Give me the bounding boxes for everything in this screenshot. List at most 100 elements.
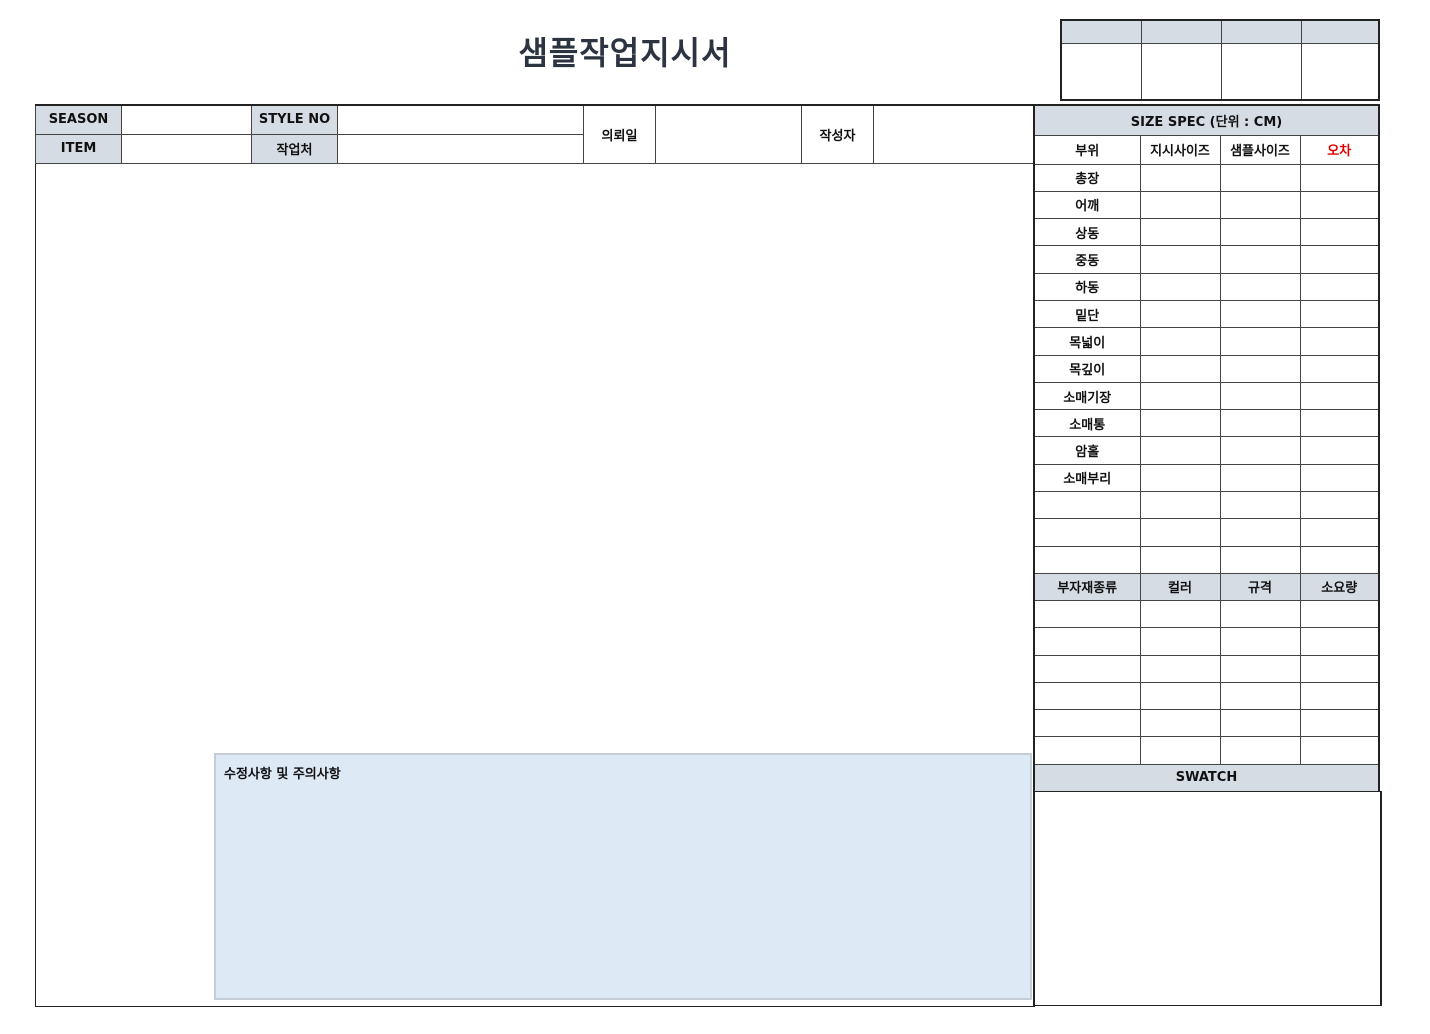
size-value-cell[interactable] (1139, 163, 1221, 192)
size-value-cell[interactable] (1219, 545, 1301, 574)
size-value-cell[interactable] (1139, 491, 1221, 520)
size-value-cell[interactable] (1299, 463, 1380, 493)
size-value-cell[interactable] (1219, 190, 1301, 220)
size-value-cell[interactable] (1299, 245, 1380, 274)
size-value-cell[interactable] (1139, 436, 1221, 465)
size-value-cell[interactable] (1139, 218, 1221, 247)
material-cell[interactable] (1033, 654, 1141, 683)
size-value-cell[interactable] (1219, 272, 1301, 301)
part-name: 밑단 (1033, 299, 1141, 329)
request-date-field[interactable] (655, 104, 802, 164)
size-spec-title: SIZE SPEC (단위 : CM) (1033, 104, 1380, 136)
material-cell[interactable] (1219, 627, 1301, 656)
size-value-cell[interactable] (1219, 245, 1301, 274)
size-value-cell[interactable] (1139, 299, 1221, 329)
material-cell[interactable] (1219, 654, 1301, 683)
size-value-cell[interactable] (1219, 218, 1301, 247)
info-header-table: SEASON STYLE NO 의뢰일 작성자 ITEM 작업처 (35, 104, 1034, 164)
approval-signature-cell[interactable] (1140, 42, 1222, 101)
material-cell[interactable] (1033, 599, 1141, 629)
size-value-cell[interactable] (1139, 272, 1221, 301)
size-value-cell[interactable] (1299, 436, 1380, 465)
size-value-cell[interactable] (1139, 409, 1221, 438)
season-field[interactable] (121, 104, 252, 135)
part-name: 하동 (1033, 272, 1141, 301)
size-value-cell[interactable] (1139, 190, 1221, 220)
material-cell[interactable] (1139, 709, 1221, 738)
size-value-cell[interactable] (1139, 545, 1221, 574)
material-cell[interactable] (1033, 709, 1141, 738)
material-cell[interactable] (1299, 627, 1380, 656)
material-cell[interactable] (1299, 599, 1380, 629)
approval-signature-cell[interactable] (1300, 42, 1380, 101)
size-value-cell[interactable] (1219, 381, 1301, 411)
material-cell[interactable] (1299, 709, 1380, 738)
material-cell[interactable] (1299, 681, 1380, 711)
material-cell[interactable] (1139, 681, 1221, 711)
size-value-cell[interactable] (1299, 272, 1380, 301)
material-cell[interactable] (1139, 736, 1221, 765)
size-value-cell[interactable] (1299, 190, 1380, 220)
size-spec-row: 소매기장 (1033, 381, 1380, 411)
material-row (1033, 654, 1380, 683)
item-field[interactable] (121, 133, 252, 164)
size-value-cell[interactable] (1219, 409, 1301, 438)
material-cell[interactable] (1033, 681, 1141, 711)
size-value-cell[interactable] (1139, 381, 1221, 411)
material-cell[interactable] (1033, 736, 1141, 765)
material-cell[interactable] (1139, 654, 1221, 683)
size-value-cell[interactable] (1299, 327, 1380, 356)
notes-box[interactable]: 수정사항 및 주의사항 (214, 753, 1032, 1000)
style-no-field[interactable] (337, 104, 584, 135)
size-value-cell[interactable] (1299, 218, 1380, 247)
part-name: 중동 (1033, 245, 1141, 274)
size-value-cell[interactable] (1219, 327, 1301, 356)
size-value-cell[interactable] (1219, 354, 1301, 383)
size-value-cell[interactable] (1139, 327, 1221, 356)
column-header-spec: 규격 (1219, 572, 1301, 601)
page-title: 샘플작업지시서 (518, 34, 732, 72)
size-value-cell[interactable] (1219, 463, 1301, 493)
size-value-cell[interactable] (1299, 491, 1380, 520)
size-value-cell[interactable] (1219, 163, 1301, 192)
size-spec-row (1033, 518, 1380, 547)
size-value-cell[interactable] (1139, 463, 1221, 493)
material-cell[interactable] (1299, 654, 1380, 683)
size-value-cell[interactable] (1299, 299, 1380, 329)
size-value-cell[interactable] (1299, 545, 1380, 574)
swatch-area[interactable] (1033, 791, 1382, 1006)
size-value-cell[interactable] (1219, 491, 1301, 520)
size-spec-row: 목넓이 (1033, 327, 1380, 356)
material-cell[interactable] (1219, 599, 1301, 629)
size-value-cell[interactable] (1299, 381, 1380, 411)
size-value-cell[interactable] (1299, 354, 1380, 383)
size-value-cell[interactable] (1139, 245, 1221, 274)
size-value-cell[interactable] (1219, 299, 1301, 329)
material-cell[interactable] (1033, 627, 1141, 656)
approval-header (1060, 19, 1142, 44)
material-cell[interactable] (1219, 709, 1301, 738)
size-spec-row: 상동 (1033, 218, 1380, 247)
size-spec-row: 소매통 (1033, 409, 1380, 438)
material-cell[interactable] (1299, 736, 1380, 765)
material-cell[interactable] (1139, 599, 1221, 629)
workplace-field[interactable] (337, 133, 584, 164)
material-cell[interactable] (1139, 627, 1221, 656)
size-value-cell[interactable] (1299, 518, 1380, 547)
size-value-cell[interactable] (1219, 436, 1301, 465)
workplace-label: 작업처 (251, 133, 338, 164)
approval-signature-cell[interactable] (1220, 42, 1302, 101)
size-value-cell[interactable] (1139, 518, 1221, 547)
size-value-cell[interactable] (1299, 163, 1380, 192)
size-spec-row (1033, 491, 1380, 520)
author-field[interactable] (873, 104, 1034, 164)
size-spec-row: 밑단 (1033, 299, 1380, 329)
approval-table (1060, 19, 1380, 101)
material-cell[interactable] (1219, 681, 1301, 711)
size-value-cell[interactable] (1299, 409, 1380, 438)
size-value-cell[interactable] (1139, 354, 1221, 383)
size-value-cell[interactable] (1219, 518, 1301, 547)
material-cell[interactable] (1219, 736, 1301, 765)
part-name: 목깊이 (1033, 354, 1141, 383)
approval-signature-cell[interactable] (1060, 42, 1142, 101)
